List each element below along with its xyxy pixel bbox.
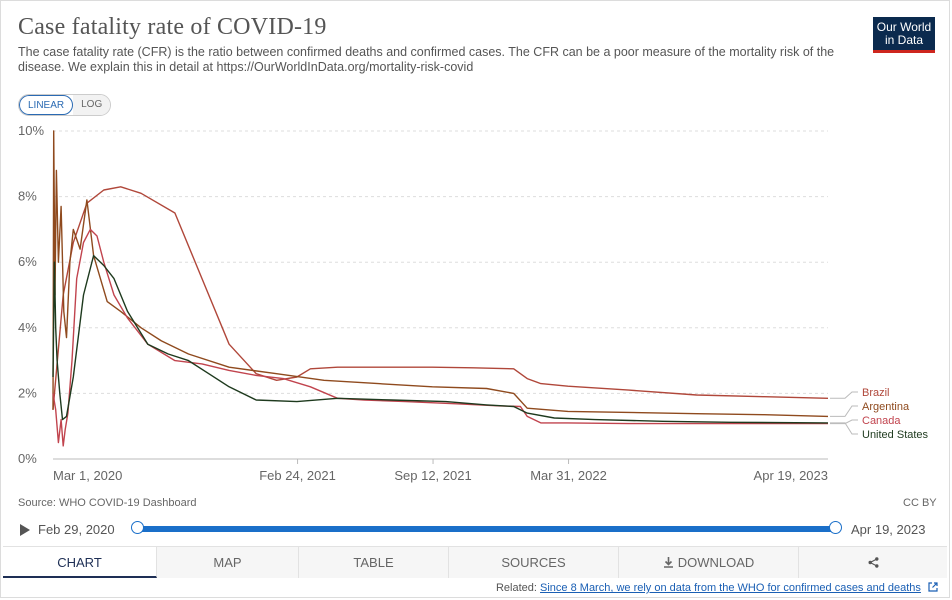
- download-label: DOWNLOAD: [677, 555, 755, 570]
- grid-lines: [53, 130, 828, 460]
- series-line-united-states[interactable]: [52, 254, 829, 424]
- chart-title: Case fatality rate of COVID-19: [18, 14, 327, 40]
- tab-chart[interactable]: CHART: [3, 547, 157, 578]
- series-line-canada[interactable]: [52, 228, 828, 447]
- legend-connector: [830, 391, 858, 399]
- logo-line-2: in Data: [884, 33, 924, 47]
- legend: Brazil Argentina Canada United States: [830, 387, 929, 441]
- legend-label-argentina[interactable]: Argentina: [862, 401, 910, 413]
- tab-sources[interactable]: SOURCES: [449, 547, 619, 578]
- line-chart: 0% 2% 4% 6% 8% 10% Mar 1, 2020 Feb 24, 2021 Sep…: [18, 123, 929, 483]
- x-tick-label: Sep 12, 2021: [394, 468, 471, 483]
- legend-connector: [830, 422, 858, 435]
- scale-toggle: LINEAR LOG: [18, 94, 112, 116]
- timeline: Feb 29, 2020 Apr 19, 2023: [18, 520, 938, 540]
- share-icon: [868, 557, 878, 568]
- related-link-row: Related: Since 8 March, we rely on data …: [496, 582, 938, 594]
- x-tick-label: Apr 19, 2023: [754, 468, 828, 483]
- timeline-track[interactable]: [138, 526, 836, 532]
- timeline-start-handle[interactable]: [131, 521, 144, 534]
- y-tick-label: 8%: [18, 189, 37, 204]
- y-tick-label: 4%: [18, 320, 37, 335]
- tab-download[interactable]: DOWNLOAD: [619, 547, 799, 578]
- related-link[interactable]: Since 8 March, we rely on data from the …: [540, 582, 921, 594]
- chart-subtitle: The case fatality rate (CFR) is the rati…: [18, 45, 835, 74]
- tab-share[interactable]: [799, 547, 947, 578]
- log-scale-button[interactable]: LOG: [73, 95, 111, 115]
- legend-connector: [830, 405, 858, 417]
- license-note[interactable]: CC BY: [903, 497, 937, 509]
- y-tick-label: 10%: [18, 123, 44, 138]
- tab-bar: CHART MAP TABLE SOURCES DOWNLOAD: [3, 546, 947, 578]
- external-link-icon[interactable]: [928, 582, 938, 592]
- play-icon[interactable]: [20, 524, 30, 536]
- series-lines: [52, 130, 829, 447]
- timeline-start-date: Feb 29, 2020: [38, 522, 115, 537]
- series-line-brazil[interactable]: [52, 186, 829, 410]
- legend-label-brazil[interactable]: Brazil: [862, 387, 890, 399]
- tab-map[interactable]: MAP: [157, 547, 299, 578]
- tab-table[interactable]: TABLE: [299, 547, 449, 578]
- y-tick-label: 2%: [18, 385, 37, 400]
- series-line-argentina[interactable]: [52, 130, 829, 418]
- linear-scale-button[interactable]: LINEAR: [19, 95, 74, 115]
- legend-connector: [830, 419, 858, 425]
- legend-label-united-states[interactable]: United States: [862, 429, 929, 441]
- x-tick-label: Feb 24, 2021: [259, 468, 336, 483]
- legend-label-canada[interactable]: Canada: [862, 415, 901, 427]
- related-prefix: Related:: [495, 582, 537, 594]
- y-tick-label: 6%: [18, 254, 37, 269]
- owid-logo[interactable]: Our World in Data: [873, 17, 935, 53]
- download-icon: [663, 557, 673, 568]
- x-tick-labels: Mar 1, 2020 Feb 24, 2021 Sep 12, 2021 Mar 3…: [53, 459, 828, 483]
- y-tick-labels: 0% 2% 4% 6% 8% 10%: [18, 123, 44, 466]
- timeline-end-handle[interactable]: [829, 521, 842, 534]
- y-tick-label: 0%: [18, 451, 37, 466]
- x-tick-label: Mar 1, 2020: [53, 468, 122, 483]
- x-tick-label: Mar 31, 2022: [530, 468, 607, 483]
- source-note[interactable]: Source: WHO COVID-19 Dashboard: [18, 497, 197, 509]
- logo-line-1: Our World: [876, 20, 932, 34]
- timeline-end-date: Apr 19, 2023: [851, 522, 926, 537]
